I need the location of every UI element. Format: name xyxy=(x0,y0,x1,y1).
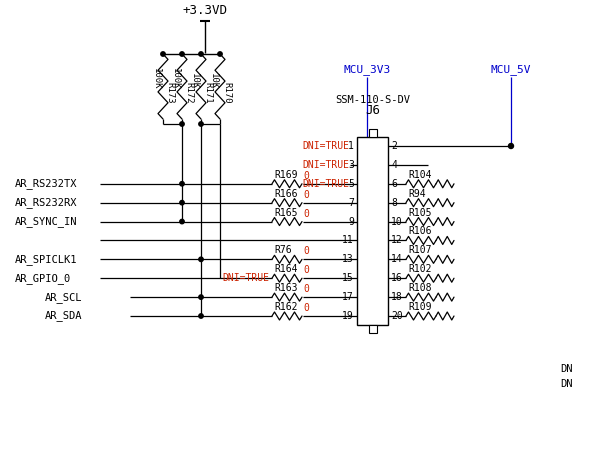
Text: 0: 0 xyxy=(303,171,309,181)
Bar xyxy=(368,129,376,137)
Text: R109: R109 xyxy=(408,302,432,312)
Text: DNI=TRUE: DNI=TRUE xyxy=(302,141,349,151)
Circle shape xyxy=(199,122,203,126)
Circle shape xyxy=(180,52,184,56)
Text: 15: 15 xyxy=(342,273,354,283)
Text: 0: 0 xyxy=(303,303,309,313)
Text: 6: 6 xyxy=(391,179,397,189)
Text: 0: 0 xyxy=(303,247,309,256)
Text: 1: 1 xyxy=(348,141,354,151)
Text: R102: R102 xyxy=(408,264,432,274)
Text: 10K: 10K xyxy=(209,73,218,89)
Text: SSM-110-S-DV: SSM-110-S-DV xyxy=(335,95,410,105)
Text: 8: 8 xyxy=(391,198,397,208)
Text: 14: 14 xyxy=(391,254,403,264)
Text: 2: 2 xyxy=(391,141,397,151)
Text: R106: R106 xyxy=(408,226,432,237)
Text: AR_SCL: AR_SCL xyxy=(45,292,82,303)
Text: DNI=TRUE: DNI=TRUE xyxy=(302,179,349,189)
Text: MCU_5V: MCU_5V xyxy=(491,64,531,75)
Text: 100K: 100K xyxy=(171,68,180,89)
Text: 100K: 100K xyxy=(151,68,160,89)
Circle shape xyxy=(199,314,203,318)
Text: DNI=TRUE: DNI=TRUE xyxy=(222,273,269,283)
Text: AR_SPICLK1: AR_SPICLK1 xyxy=(15,254,78,265)
Text: 19: 19 xyxy=(342,311,354,321)
Circle shape xyxy=(180,220,184,224)
Circle shape xyxy=(508,144,513,149)
Text: R171: R171 xyxy=(204,82,213,103)
Text: AR_SYNC_IN: AR_SYNC_IN xyxy=(15,216,78,227)
Text: AR_RS232TX: AR_RS232TX xyxy=(15,178,78,189)
Text: DNI=TRUE: DNI=TRUE xyxy=(302,160,349,170)
Text: J6: J6 xyxy=(365,104,380,117)
Text: R170: R170 xyxy=(222,82,231,103)
Text: R104: R104 xyxy=(408,170,432,180)
Circle shape xyxy=(218,52,222,56)
Text: R172: R172 xyxy=(185,82,194,103)
Text: 0: 0 xyxy=(303,208,309,219)
Text: 17: 17 xyxy=(342,292,354,302)
Text: +3.3VD: +3.3VD xyxy=(183,4,228,17)
Bar xyxy=(368,325,376,333)
Text: 0: 0 xyxy=(303,265,309,275)
Text: R165: R165 xyxy=(274,207,297,218)
Text: 5: 5 xyxy=(348,179,354,189)
Text: 0: 0 xyxy=(303,284,309,294)
Text: 13: 13 xyxy=(342,254,354,264)
Text: R76: R76 xyxy=(274,245,291,255)
Text: MCU_3V3: MCU_3V3 xyxy=(343,64,391,75)
Circle shape xyxy=(199,295,203,299)
Text: AR_SDA: AR_SDA xyxy=(45,311,82,321)
Circle shape xyxy=(199,52,203,56)
Text: R108: R108 xyxy=(408,283,432,293)
Text: R166: R166 xyxy=(274,189,297,198)
Circle shape xyxy=(180,200,184,205)
Text: R107: R107 xyxy=(408,245,432,255)
Circle shape xyxy=(180,181,184,186)
Text: R173: R173 xyxy=(165,82,174,103)
Text: R163: R163 xyxy=(274,283,297,293)
Text: 11: 11 xyxy=(342,235,354,246)
Circle shape xyxy=(161,52,165,56)
Text: R164: R164 xyxy=(274,264,297,274)
Text: 12: 12 xyxy=(391,235,403,246)
Text: R162: R162 xyxy=(274,302,297,312)
Text: 3: 3 xyxy=(348,160,354,170)
Text: DN: DN xyxy=(560,379,573,389)
Text: DN: DN xyxy=(560,364,573,374)
Text: 0: 0 xyxy=(303,189,309,200)
Text: 18: 18 xyxy=(391,292,403,302)
Text: AR_RS232RX: AR_RS232RX xyxy=(15,197,78,208)
Circle shape xyxy=(180,122,184,126)
Text: 7: 7 xyxy=(348,198,354,208)
Text: 4: 4 xyxy=(391,160,397,170)
Text: R94: R94 xyxy=(408,189,426,198)
Circle shape xyxy=(199,257,203,261)
Bar xyxy=(357,136,388,326)
Text: R105: R105 xyxy=(408,207,432,218)
Text: 10K: 10K xyxy=(189,73,198,89)
Text: 9: 9 xyxy=(348,216,354,227)
Text: AR_GPIO_0: AR_GPIO_0 xyxy=(15,273,72,284)
Text: R169: R169 xyxy=(274,170,297,180)
Text: 16: 16 xyxy=(391,273,403,283)
Text: 10: 10 xyxy=(391,216,403,227)
Text: 20: 20 xyxy=(391,311,403,321)
